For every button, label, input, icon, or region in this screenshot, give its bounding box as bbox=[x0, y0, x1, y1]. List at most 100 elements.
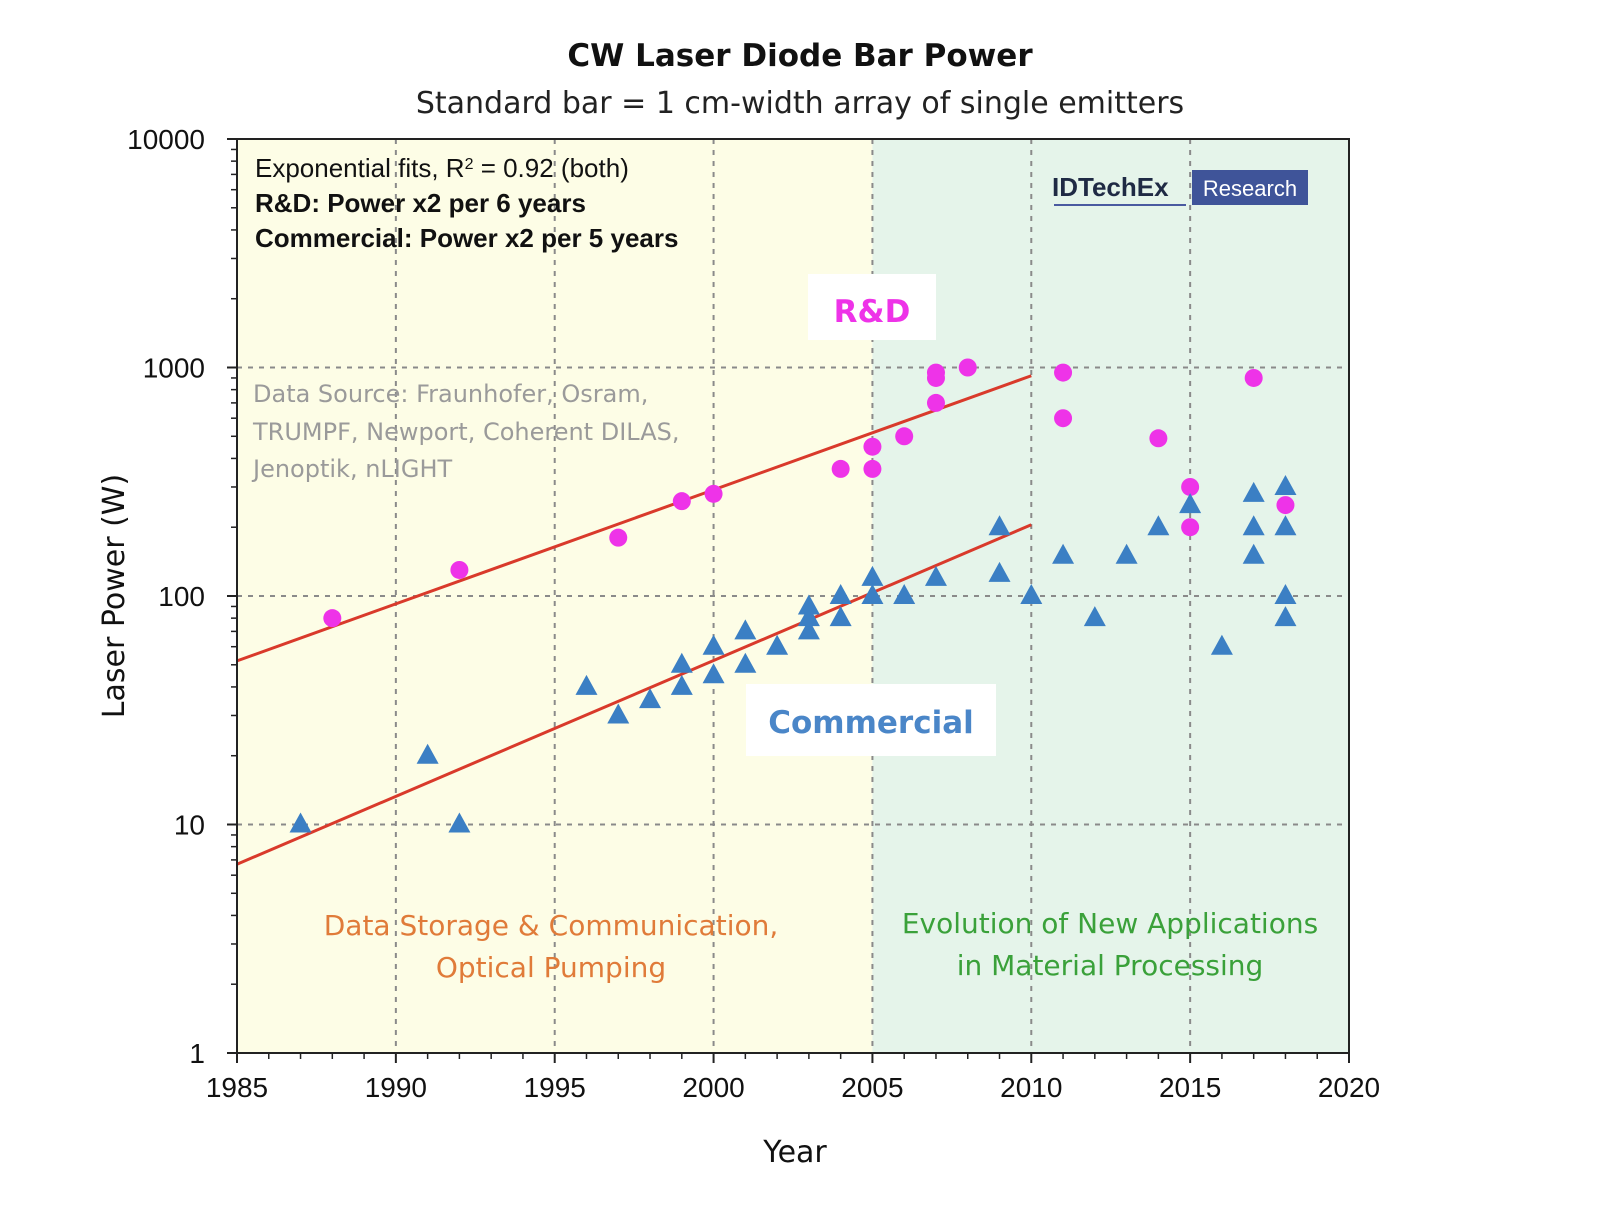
x-tick-label-2000: 2000 bbox=[682, 1072, 744, 1103]
commercial-point bbox=[670, 652, 693, 673]
x-tick-label-2005: 2005 bbox=[841, 1072, 903, 1103]
commercial-point bbox=[1274, 606, 1297, 627]
commercial-point bbox=[639, 688, 662, 709]
rd-point bbox=[926, 393, 945, 412]
commercial-point bbox=[893, 584, 916, 604]
region-label-storage-line-2: Optical Pumping bbox=[436, 951, 666, 984]
rd-point bbox=[1276, 496, 1295, 515]
rd-series-label: R&D bbox=[834, 294, 911, 330]
x-tick-label-1995: 1995 bbox=[524, 1072, 586, 1103]
rd-point bbox=[672, 492, 691, 511]
chart-subtitle: Standard bar = 1 cm-width array of singl… bbox=[416, 86, 1184, 121]
rd-point bbox=[1054, 363, 1073, 382]
commercial-point bbox=[1052, 543, 1075, 564]
commercial-point bbox=[670, 674, 693, 695]
region-label-materials-line-2: in Material Processing bbox=[957, 949, 1264, 982]
x-tick-label-2015: 2015 bbox=[1159, 1072, 1221, 1103]
rd-point bbox=[1054, 409, 1073, 428]
commercial-point bbox=[1274, 584, 1297, 604]
commercial-point bbox=[1115, 543, 1138, 564]
y-tick-label-10000: 10000 bbox=[127, 124, 205, 155]
commercial-point bbox=[988, 561, 1011, 582]
grid-lines bbox=[237, 139, 1349, 1053]
commercial-point bbox=[289, 812, 312, 833]
commercial-point bbox=[1274, 515, 1297, 536]
commercial-point bbox=[829, 606, 852, 627]
region-label-storage-line-1: Data Storage & Communication, bbox=[324, 909, 779, 942]
rd-point bbox=[831, 459, 850, 478]
rd-label-box bbox=[808, 274, 936, 340]
commercial-label-box bbox=[746, 684, 996, 756]
commercial-point bbox=[702, 663, 725, 684]
rd-point bbox=[609, 528, 628, 547]
commercial-series-label: Commercial bbox=[768, 705, 974, 741]
rd-point bbox=[1181, 518, 1200, 537]
fit-note: Exponential fits, R2 = 0.92 (both) bbox=[255, 153, 629, 183]
logo-brand: IDTechEx bbox=[1052, 172, 1169, 202]
commercial-point bbox=[766, 634, 789, 655]
rd-point bbox=[1244, 368, 1263, 387]
commercial-point bbox=[797, 606, 820, 627]
chart-title: CW Laser Diode Bar Power bbox=[567, 38, 1033, 74]
commercial-point bbox=[861, 565, 884, 586]
commercial-point bbox=[861, 584, 884, 604]
y-axis-label: Laser Power (W) bbox=[97, 474, 132, 718]
logo-tag: Research bbox=[1203, 176, 1297, 201]
commercial-point bbox=[734, 619, 757, 640]
fit-lines bbox=[236, 374, 1032, 866]
commercial-point bbox=[1242, 515, 1265, 536]
x-axis-label: Year bbox=[762, 1135, 827, 1170]
rd-rate-note: R&D: Power x2 per 6 years bbox=[255, 188, 586, 218]
commercial-point bbox=[1020, 584, 1043, 604]
rd-point bbox=[1149, 429, 1168, 448]
commercial-point bbox=[797, 619, 820, 640]
rd-point bbox=[704, 484, 723, 503]
fit-line-rd bbox=[236, 374, 1032, 663]
commercial-point bbox=[734, 652, 757, 673]
commercial-point bbox=[416, 743, 439, 764]
commercial-point bbox=[924, 565, 947, 586]
x-tick-label-1990: 1990 bbox=[365, 1072, 427, 1103]
rd-point bbox=[895, 427, 914, 446]
rd-point bbox=[926, 363, 945, 382]
data-points bbox=[289, 358, 1297, 833]
x-tick-label-2010: 2010 bbox=[1000, 1072, 1062, 1103]
commercial-point bbox=[988, 515, 1011, 536]
commercial-point bbox=[1242, 481, 1265, 502]
y-tick-label-100: 100 bbox=[158, 581, 205, 612]
x-tick-label-1985: 1985 bbox=[206, 1072, 268, 1103]
commercial-point bbox=[1242, 543, 1265, 564]
data-source-line-1: Data Source: Fraunhofer, Osram, bbox=[253, 380, 648, 408]
commercial-point bbox=[1179, 493, 1202, 514]
rd-point bbox=[863, 437, 882, 456]
data-source-line-3: Jenoptik, nLIGHT bbox=[251, 455, 453, 483]
y-tick-label-1000: 1000 bbox=[143, 353, 205, 384]
x-tick-label-2020: 2020 bbox=[1318, 1072, 1380, 1103]
rd-point bbox=[323, 609, 342, 628]
commercial-point bbox=[829, 584, 852, 604]
y-tick-labels: 1 10 100 1000 10000 bbox=[127, 124, 205, 1069]
axis-ticks bbox=[227, 138, 1350, 1063]
commercial-point bbox=[448, 812, 471, 833]
x-tick-labels: 1985 1990 1995 2000 2005 2010 2015 2020 bbox=[206, 1072, 1380, 1103]
commercial-point bbox=[1147, 515, 1170, 536]
region-label-materials-line-1: Evolution of New Applications bbox=[902, 907, 1318, 940]
fit-line-commercial bbox=[236, 523, 1032, 866]
commercial-rate-note: Commercial: Power x2 per 5 years bbox=[255, 223, 678, 253]
idtechex-logo: IDTechEx Research bbox=[1052, 170, 1308, 206]
y-tick-label-1: 1 bbox=[189, 1038, 205, 1069]
rd-point bbox=[450, 560, 469, 579]
commercial-point bbox=[1274, 474, 1297, 495]
rd-point bbox=[1181, 477, 1200, 496]
rd-point bbox=[863, 459, 882, 478]
commercial-point bbox=[575, 674, 598, 695]
commercial-point bbox=[1210, 634, 1233, 655]
commercial-point bbox=[797, 594, 820, 615]
y-tick-label-10: 10 bbox=[174, 810, 205, 841]
data-source-line-2: TRUMPF, Newport, Coherent DILAS, bbox=[252, 418, 679, 446]
rd-point bbox=[958, 358, 977, 377]
commercial-point bbox=[702, 634, 725, 655]
commercial-point bbox=[1083, 606, 1106, 627]
commercial-point bbox=[607, 703, 630, 724]
